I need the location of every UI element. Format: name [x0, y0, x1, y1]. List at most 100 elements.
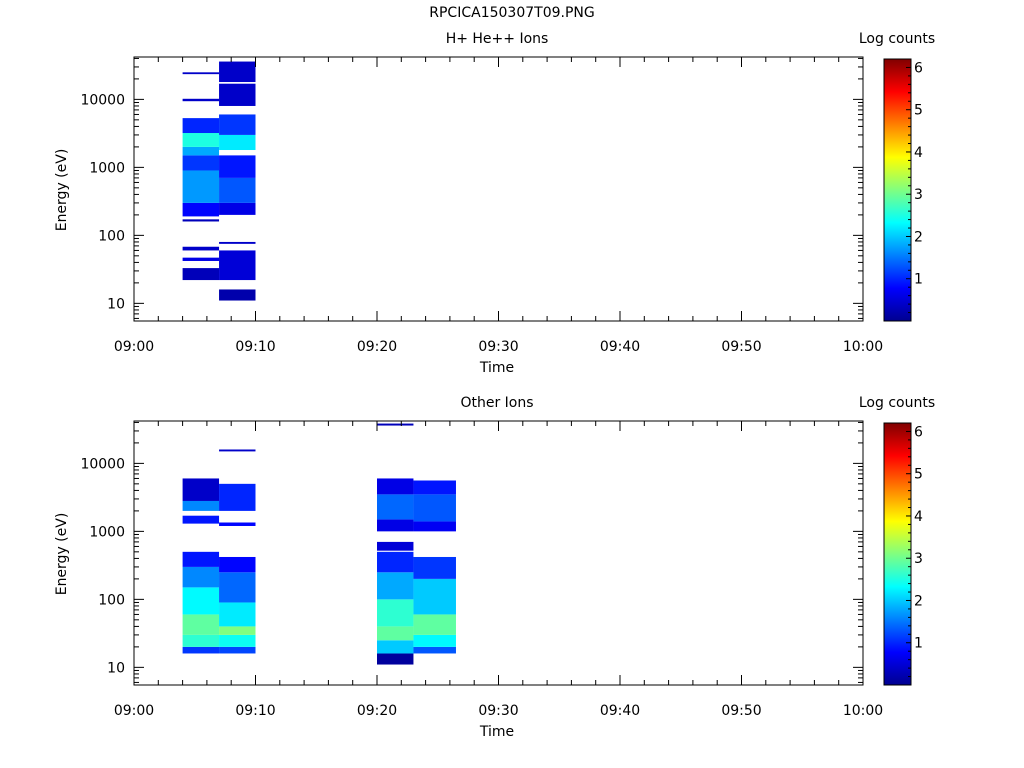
- colorbar-axis: 1 2 3 4 5 6: [906, 424, 923, 678]
- y-tick-label: 10000: [80, 92, 125, 108]
- spectrogram-cell: [182, 72, 220, 75]
- spectrogram-cell: [182, 515, 220, 524]
- colorbar-axis: 1 2 3 4 5 6: [906, 60, 923, 314]
- colorbar-tick-label: 5: [914, 467, 923, 483]
- spectrogram-cell: [219, 289, 256, 301]
- spectrogram-cell: [413, 556, 456, 579]
- x-tick-label: 10:00: [843, 339, 883, 355]
- spectrogram-cell: [182, 246, 220, 251]
- y-axis: 10 100 1000 10000: [80, 421, 863, 683]
- spectrogram-cell: [377, 626, 414, 641]
- spectrogram-cell: [413, 646, 456, 654]
- x-tick-label: 09:40: [600, 339, 640, 355]
- x-tick-label: 09:50: [721, 339, 761, 355]
- spectrogram-cell: [182, 219, 220, 222]
- spectrogram-cell: [219, 483, 256, 511]
- y-axis: 10 100 1000 10000: [80, 57, 863, 319]
- x-axis-label: Time: [479, 360, 514, 376]
- spectrogram-cell: [219, 626, 256, 635]
- spectrogram-cell: [182, 634, 220, 647]
- spectrogram-cell: [219, 646, 256, 654]
- figure-title: RPCICA150307T09.PNG: [429, 5, 595, 21]
- y-tick-label: 100: [98, 228, 125, 244]
- spectrogram-cell: [219, 241, 256, 244]
- spectrogram-cell: [413, 614, 456, 635]
- spectrogram-cell: [182, 587, 220, 615]
- spectrogram-cell: [182, 257, 220, 261]
- panel-title: H+ He++ Ions: [446, 31, 549, 47]
- colorbar-tick-label: 1: [914, 636, 923, 652]
- spectrogram-cell: [377, 423, 414, 426]
- spectrogram-cell: [219, 449, 256, 452]
- x-tick-label: 09:00: [114, 339, 154, 355]
- y-tick-label: 1000: [89, 524, 125, 540]
- y-tick-label: 100: [98, 592, 125, 608]
- spectrogram-cell: [182, 133, 220, 147]
- spectrogram-cell: [377, 541, 414, 551]
- x-tick-label: 09:30: [478, 703, 518, 719]
- spectrogram-cell: [182, 646, 220, 654]
- colorbar-tick-label: 4: [914, 509, 923, 525]
- y-tick-label: 10000: [80, 456, 125, 472]
- spectrogram-cell: [219, 61, 256, 83]
- y-tick-label: 10: [107, 660, 125, 676]
- y-axis-label: Energy (eV): [54, 149, 70, 232]
- colorbar-tick-label: 6: [914, 424, 923, 440]
- spectrogram-cell: [182, 155, 220, 171]
- spectrogram: [182, 423, 456, 665]
- panel-title: Other Ions: [460, 395, 533, 411]
- x-axis-label: Time: [479, 724, 514, 740]
- spectrogram-cell: [219, 134, 256, 151]
- colorbar-label: Log counts: [859, 395, 935, 411]
- colorbar: [883, 58, 912, 322]
- spectrogram-cell: [219, 522, 256, 526]
- spectrogram-cell: [182, 202, 220, 217]
- spectrogram: [182, 61, 256, 301]
- spectrogram-cell: [219, 202, 256, 215]
- x-axis: 09:00 09:10 09:20 09:30 09:40 09:50 10:00: [114, 421, 883, 719]
- spectrogram-cell: [182, 268, 220, 281]
- spectrogram-cell: [377, 519, 414, 532]
- spectrogram-cell: [413, 494, 456, 522]
- spectrogram-cell: [377, 551, 414, 573]
- spectrogram-cell: [219, 250, 256, 281]
- x-tick-label: 09:10: [235, 339, 275, 355]
- spectrogram-cell: [182, 170, 220, 203]
- spectrogram-cell: [182, 500, 220, 511]
- spectrogram-cell: [377, 572, 414, 600]
- colorbar: [883, 422, 912, 686]
- y-axis-label: Energy (eV): [54, 513, 70, 596]
- panel-h-he-ions: H+ He++ Ions Energy (eV) Time Log counts…: [54, 31, 935, 376]
- colorbar-tick-label: 2: [914, 229, 923, 245]
- spectrogram-cell: [377, 494, 414, 520]
- spectrogram-cell: [219, 602, 256, 627]
- spectrogram-cell: [182, 614, 220, 635]
- spectrogram-cell: [219, 155, 256, 178]
- spectrogram-cell: [413, 634, 456, 647]
- x-tick-label: 10:00: [843, 703, 883, 719]
- y-tick-label: 10: [107, 296, 125, 312]
- spectrogram-cell: [182, 118, 220, 134]
- spectrogram-cell: [219, 114, 256, 135]
- colorbar-tick-label: 5: [914, 103, 923, 119]
- x-tick-label: 09:20: [357, 703, 397, 719]
- spectrogram-cell: [413, 578, 456, 615]
- colorbar-tick-label: 1: [914, 272, 923, 288]
- spectrogram-cell: [219, 177, 256, 203]
- spectrogram-cell: [182, 551, 220, 567]
- spectrogram-cell: [377, 599, 414, 627]
- spectrogram-cell: [219, 556, 256, 573]
- x-tick-label: 09:20: [357, 339, 397, 355]
- colorbar-label: Log counts: [859, 31, 935, 47]
- spectrogram-cell: [413, 521, 456, 532]
- spectrogram-cell: [377, 640, 414, 654]
- spectrogram-cell: [182, 478, 220, 501]
- x-tick-label: 09:40: [600, 703, 640, 719]
- spectrogram-cell: [219, 572, 256, 603]
- x-tick-label: 09:30: [478, 339, 518, 355]
- x-tick-label: 09:50: [721, 703, 761, 719]
- spectrogram-cell: [219, 634, 256, 647]
- x-axis: 09:00 09:10 09:20 09:30 09:40 09:50 10:00: [114, 57, 883, 355]
- panel-other-ions: Other Ions Energy (eV) Time Log counts 0…: [54, 395, 935, 740]
- colorbar-tick-label: 3: [914, 187, 923, 203]
